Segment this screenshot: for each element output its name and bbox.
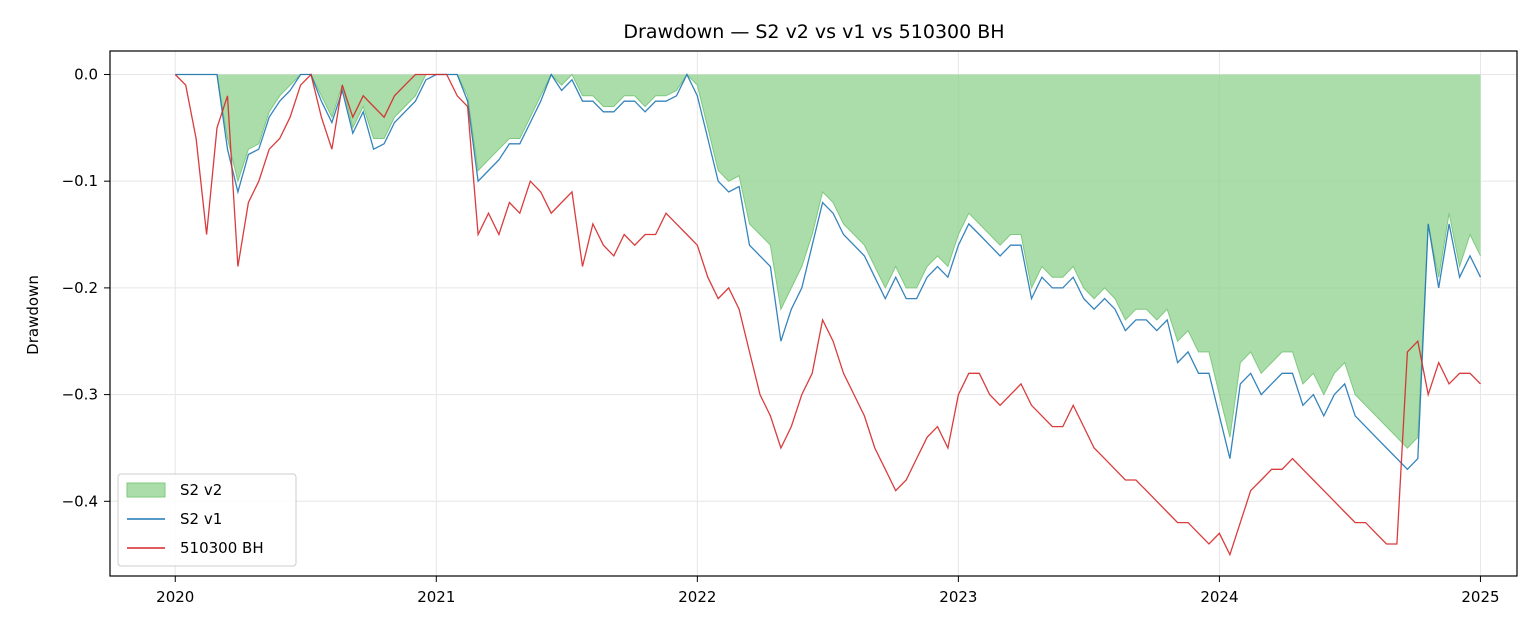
x-tick-label: 2020 — [156, 588, 194, 606]
series-layer — [174, 73, 1482, 557]
y-tick-label: −0.2 — [62, 279, 98, 297]
y-tick-label: −0.1 — [62, 172, 98, 190]
plot-frame — [109, 50, 1518, 577]
x-tick-label: 2022 — [678, 588, 716, 606]
chart-title: Drawdown — S2 v2 vs v1 vs 510300 BH — [623, 21, 1004, 43]
legend-label-s2-v2: S2 v2 — [180, 481, 222, 499]
grid — [110, 51, 1517, 576]
legend-label-s2-v1: S2 v1 — [180, 510, 222, 528]
y-tick-label: 0.0 — [74, 65, 98, 83]
x-axis: 2020 2021 2022 2023 2024 2025 — [156, 576, 1500, 606]
series-line-s2-v1 — [175, 73, 1482, 471]
series-area-s2-v2 — [175, 74, 1481, 448]
y-tick-label: −0.4 — [62, 492, 98, 510]
legend-swatch-s2-v2 — [126, 482, 166, 498]
x-tick-label: 2024 — [1200, 588, 1238, 606]
x-tick-label: 2023 — [939, 588, 977, 606]
legend: S2 v2 S2 v1 510300 BH — [117, 473, 297, 567]
x-tick-label: 2025 — [1461, 588, 1499, 606]
y-axis-label: Drawdown — [24, 275, 42, 355]
legend-label-510300-bh: 510300 BH — [180, 539, 264, 557]
y-axis: 0.0 −0.1 −0.2 −0.3 −0.4 — [62, 65, 110, 510]
x-tick-label: 2021 — [417, 588, 455, 606]
y-tick-label: −0.3 — [62, 386, 98, 404]
series-area-edge-s2-v2 — [175, 73, 1481, 449]
series-line-510300-bh — [174, 73, 1481, 557]
